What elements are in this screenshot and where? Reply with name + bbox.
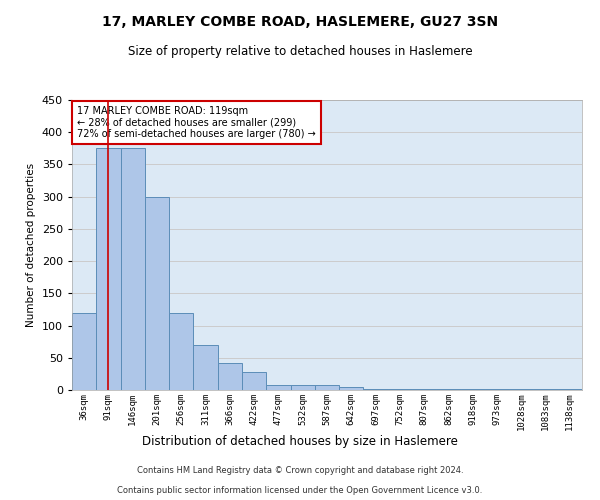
- Bar: [96, 148, 121, 390]
- Text: 17, MARLEY COMBE ROAD, HASLEMERE, GU27 3SN: 17, MARLEY COMBE ROAD, HASLEMERE, GU27 3…: [102, 15, 498, 29]
- Text: Contains public sector information licensed under the Open Government Licence v3: Contains public sector information licen…: [118, 486, 482, 495]
- Text: 17 MARLEY COMBE ROAD: 119sqm
← 28% of detached houses are smaller (299)
72% of s: 17 MARLEY COMBE ROAD: 119sqm ← 28% of de…: [77, 106, 316, 139]
- Bar: [121, 148, 145, 390]
- Bar: [315, 385, 339, 390]
- Text: Size of property relative to detached houses in Haslemere: Size of property relative to detached ho…: [128, 45, 472, 58]
- Bar: [193, 345, 218, 390]
- Bar: [339, 387, 364, 390]
- Text: Contains HM Land Registry data © Crown copyright and database right 2024.: Contains HM Land Registry data © Crown c…: [137, 466, 463, 475]
- Bar: [266, 386, 290, 390]
- Bar: [533, 388, 558, 390]
- Bar: [290, 385, 315, 390]
- Bar: [145, 196, 169, 390]
- Text: Distribution of detached houses by size in Haslemere: Distribution of detached houses by size …: [142, 435, 458, 448]
- Y-axis label: Number of detached properties: Number of detached properties: [26, 163, 36, 327]
- Bar: [169, 312, 193, 390]
- Bar: [364, 388, 388, 390]
- Bar: [72, 312, 96, 390]
- Bar: [242, 372, 266, 390]
- Bar: [218, 363, 242, 390]
